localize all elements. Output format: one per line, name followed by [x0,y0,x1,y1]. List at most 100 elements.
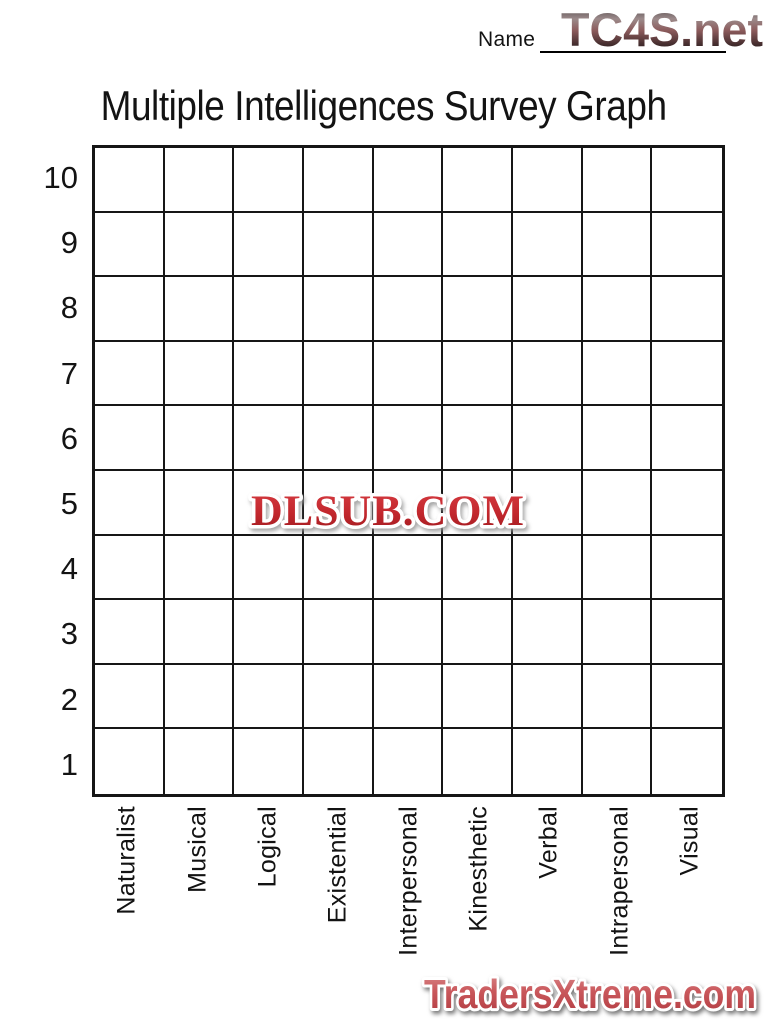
grid-cell[interactable] [164,212,235,278]
grid-cell[interactable] [95,341,165,407]
grid-cell[interactable] [95,470,165,536]
grid-cell[interactable] [582,470,653,536]
grid-cell[interactable] [652,665,722,730]
grid-cell[interactable] [512,148,583,213]
grid-cell[interactable] [443,277,513,342]
grid-cell[interactable] [164,664,235,730]
grid-cell[interactable] [303,341,374,407]
grid-cell[interactable] [443,664,513,730]
grid-cell[interactable] [512,470,583,536]
grid-cell[interactable] [512,600,583,665]
grid-cell[interactable] [95,535,165,601]
grid-cell[interactable] [373,406,444,471]
grid-cell[interactable] [234,212,304,278]
grid-cell[interactable] [303,212,374,278]
grid-cell[interactable] [652,342,722,407]
grid-cell[interactable] [582,535,653,601]
grid-cell[interactable] [164,470,235,536]
grid-cell[interactable] [512,406,583,471]
tc4s-watermark: TC4S.net [561,3,763,54]
grid-cell[interactable] [164,148,235,213]
grid-cell[interactable] [374,729,444,794]
grid-cell[interactable] [303,664,374,730]
grid-cell[interactable] [583,729,653,794]
grid-cell[interactable] [373,277,444,342]
grid-cell[interactable] [443,212,513,278]
grid-cell[interactable] [513,729,583,794]
grid-cell[interactable] [303,470,374,536]
grid-cell[interactable] [652,729,722,794]
grid-cell[interactable] [164,277,235,342]
grid-cell[interactable] [512,277,583,342]
grid-cell[interactable] [373,664,444,730]
grid-cell[interactable] [443,341,513,407]
y-axis-label: 6 [60,421,78,456]
grid-cell[interactable] [95,664,165,730]
grid-cell[interactable] [234,148,304,213]
grid-cell[interactable] [303,535,374,601]
y-axis-label: 4 [60,551,78,586]
grid-cell[interactable] [234,664,304,730]
grid-cell[interactable] [443,148,513,213]
grid-cell[interactable] [443,600,513,665]
grid-cell[interactable] [164,341,235,407]
grid-cell[interactable] [652,213,722,278]
grid-cell[interactable] [512,535,583,601]
grid-cell[interactable] [303,277,374,342]
grid-cell[interactable] [95,406,165,471]
grid-cell[interactable] [582,600,653,665]
grid-cell[interactable] [373,600,444,665]
grid-cell[interactable] [582,148,653,213]
grid-cell[interactable] [234,470,304,536]
grid-cell[interactable] [652,277,722,342]
grid-cell[interactable] [164,406,235,471]
grid-cell[interactable] [652,536,722,601]
x-axis-label: Logical [253,806,282,888]
grid-cell[interactable] [652,406,722,471]
grid-cell[interactable] [373,212,444,278]
grid-cell[interactable] [373,341,444,407]
grid-cell[interactable] [234,277,304,342]
name-label: Name [478,28,536,51]
grid-cell[interactable] [512,341,583,407]
grid-cell[interactable] [443,406,513,471]
grid-cell[interactable] [234,729,304,794]
grid-cell[interactable] [443,535,513,601]
x-axis-label: Musical [183,806,212,893]
grid-cell[interactable] [443,729,513,794]
grid-cell[interactable] [582,341,653,407]
grid-cell[interactable] [373,148,444,213]
grid-cell[interactable] [95,212,165,278]
grid-cell[interactable] [582,406,653,471]
grid-cell[interactable] [303,406,374,471]
name-blank-field[interactable] [540,28,726,53]
grid-cell[interactable] [164,600,235,665]
grid-cell[interactable] [234,341,304,407]
grid-cell[interactable] [95,148,165,213]
grid-cell[interactable] [582,212,653,278]
tradersxtreme-watermark: TradersXtreme.com [421,968,759,1020]
grid-cell[interactable] [373,470,444,536]
grid-cell[interactable] [582,664,653,730]
grid-cell[interactable] [303,148,374,213]
grid-cell[interactable] [234,406,304,471]
grid-cell[interactable] [165,729,235,794]
grid-cell[interactable] [373,535,444,601]
grid-cell[interactable] [234,535,304,601]
grid-cell[interactable] [95,729,165,794]
grid-cell[interactable] [234,600,304,665]
grid-cell[interactable] [512,212,583,278]
grid-cell[interactable] [582,277,653,342]
grid-cell[interactable] [95,600,165,665]
grid-cell[interactable] [652,471,722,536]
grid-cell[interactable] [303,600,374,665]
grid-cell[interactable] [652,148,722,213]
y-axis-label: 7 [60,356,78,391]
grid-cell[interactable] [512,664,583,730]
grid-cell[interactable] [443,470,513,536]
grid-cell[interactable] [95,277,165,342]
grid-cell[interactable] [164,535,235,601]
grid-cell[interactable] [652,600,722,665]
grid-cell[interactable] [304,729,374,794]
